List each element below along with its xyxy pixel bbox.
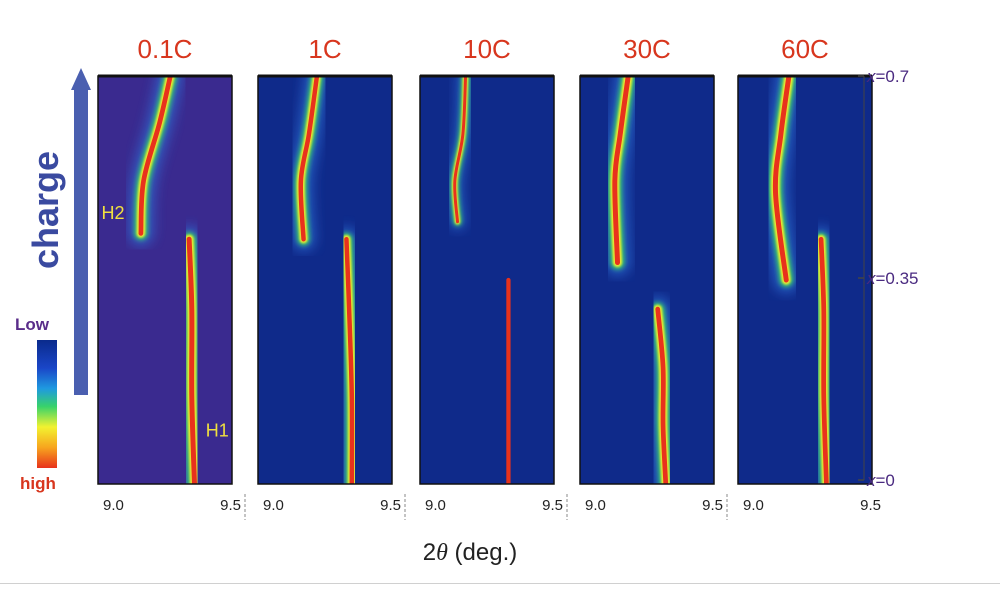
y-tick-label: x=0.35 [866, 269, 919, 288]
x-tick-label: 9.0 [103, 497, 124, 514]
panel-title: 10C [463, 34, 511, 64]
y-tick-value: =0.7 [876, 67, 910, 86]
x-tick-label: 9.0 [263, 497, 284, 514]
y-tick-var: x [866, 67, 876, 86]
peak-4-1 [615, 76, 628, 263]
xrd-heatmap-figure: charge Low high H2H10.1C9.0 9.51C9.0 9.510… [0, 0, 1000, 590]
peak-label-h2: H2 [102, 203, 125, 223]
peak-5-2 [821, 239, 826, 484]
x-tick-label: 9.0 [425, 497, 446, 514]
panel-background [580, 76, 714, 484]
panel-background [420, 76, 554, 484]
y-tick-label: x=0 [866, 471, 895, 490]
x-axis-label: 2θ (deg.) [423, 539, 518, 566]
y-tick-value: =0 [876, 471, 895, 490]
panel-1: H2 H1 0.1C 9.0 9.5 [98, 34, 245, 520]
panel-title: 0.1C [138, 34, 193, 64]
x-tick-label: 9.5 [542, 497, 563, 514]
y-tick-var: x [866, 269, 876, 288]
peak-4-2 [658, 309, 666, 484]
colorbar [37, 340, 57, 468]
y-tick-value: =0.35 [876, 269, 919, 288]
x-label-suffix: (deg.) [448, 539, 517, 566]
panel-title: 60C [781, 34, 829, 64]
peak-5-1 [775, 76, 789, 280]
peak-label-h1: H1 [206, 421, 229, 441]
x-tick-label: 9.5 [702, 497, 723, 514]
peak-2-2 [346, 239, 352, 484]
panel-5: 60C 9.0 9.5 [738, 34, 881, 514]
y-tick-label: x=0.7 [866, 67, 909, 86]
x-tick-label: 9.5 [380, 497, 401, 514]
charge-arrow [71, 68, 91, 395]
charge-label: charge [25, 151, 66, 269]
colorbar-low-label: Low [15, 315, 50, 334]
panel-background [258, 76, 392, 484]
x-label-theta: θ [436, 540, 448, 566]
y-tick-var: x [866, 471, 876, 490]
panel-4: 30C 9.0 9.5 [580, 34, 727, 520]
x-tick-label: 9.0 [585, 497, 606, 514]
x-label-prefix: 2 [423, 539, 436, 566]
peak-1-2 [189, 239, 194, 484]
colorbar-high-label: high [20, 474, 56, 493]
panel-2: 1C 9.0 9.5 [258, 34, 405, 520]
panel-title: 30C [623, 34, 671, 64]
panel-title: 1C [308, 34, 341, 64]
bottom-divider [0, 583, 1000, 584]
x-tick-label: 9.5 [860, 497, 881, 514]
x-tick-label: 9.5 [220, 497, 241, 514]
x-tick-label: 9.0 [743, 497, 764, 514]
panel-3: 10C 9.0 9.5 [420, 34, 567, 520]
panel-background [738, 76, 872, 484]
